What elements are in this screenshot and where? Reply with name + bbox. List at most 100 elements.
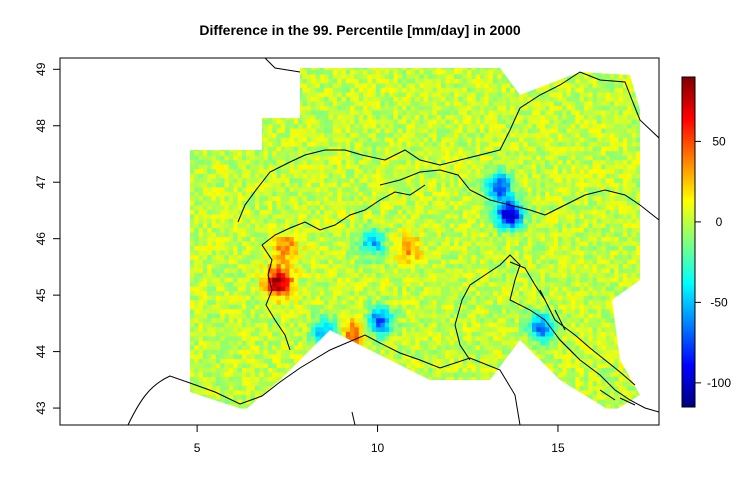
field-cell xyxy=(371,119,377,125)
field-cell xyxy=(272,353,278,359)
field-cell xyxy=(423,105,429,111)
field-cell xyxy=(393,128,399,134)
field-cell xyxy=(202,168,208,174)
field-cell xyxy=(376,82,381,88)
field-cell xyxy=(432,295,438,301)
field-cell xyxy=(250,69,256,75)
field-cell xyxy=(380,114,386,120)
field-cell xyxy=(319,191,325,197)
field-cell xyxy=(449,82,455,88)
field-cell xyxy=(211,281,217,287)
field-cell xyxy=(228,168,234,174)
field-cell xyxy=(198,353,204,359)
field-cell xyxy=(402,295,407,301)
field-cell xyxy=(376,222,381,228)
field-cell xyxy=(376,385,381,391)
field-cell xyxy=(306,385,312,391)
field-cell xyxy=(445,263,451,269)
field-cell xyxy=(410,322,416,328)
field-cell xyxy=(220,78,226,84)
field-cell xyxy=(319,100,325,106)
field-cell xyxy=(237,331,243,337)
field-cell xyxy=(389,322,394,328)
field-cell xyxy=(319,227,325,233)
field-cell xyxy=(462,259,468,265)
field-cell xyxy=(345,376,351,382)
field-cell xyxy=(350,82,355,88)
field-cell xyxy=(306,159,312,165)
field-cell xyxy=(436,222,442,228)
field-cell xyxy=(384,371,390,377)
field-cell xyxy=(445,245,451,251)
field-cell xyxy=(237,358,243,364)
field-cell xyxy=(207,96,213,102)
field-cell xyxy=(449,69,455,75)
field-cell xyxy=(215,245,221,251)
field-cell xyxy=(211,132,217,138)
field-cell xyxy=(237,304,243,310)
field-cell xyxy=(454,191,459,197)
field-cell xyxy=(324,137,329,143)
field-cell xyxy=(419,381,425,387)
field-cell xyxy=(324,381,329,387)
field-cell xyxy=(237,182,243,188)
field-cell xyxy=(190,137,195,143)
field-cell xyxy=(445,376,451,382)
field-cell xyxy=(280,186,286,192)
field-cell xyxy=(376,177,381,183)
field-cell xyxy=(423,399,429,405)
field-cell xyxy=(228,195,234,201)
field-cell xyxy=(436,376,442,382)
field-cell xyxy=(367,78,373,84)
field-cell xyxy=(406,204,412,210)
field-cell xyxy=(241,195,247,201)
field-cell xyxy=(220,114,226,120)
field-cell xyxy=(397,308,403,314)
field-cell xyxy=(376,87,381,93)
field-cell xyxy=(285,263,291,269)
field-cell xyxy=(445,259,451,265)
field-cell xyxy=(224,277,230,283)
field-cell xyxy=(341,227,347,233)
field-cell xyxy=(315,290,321,296)
field-cell xyxy=(380,186,386,192)
field-cell xyxy=(389,326,394,332)
field-cell xyxy=(436,263,442,269)
field-cell xyxy=(259,317,265,323)
field-cell xyxy=(415,150,420,156)
field-cell xyxy=(406,155,412,161)
field-cell xyxy=(263,362,269,368)
field-cell xyxy=(432,182,438,188)
field-cell xyxy=(410,290,416,296)
field-cell xyxy=(311,105,316,111)
field-cell xyxy=(358,204,364,210)
field-cell xyxy=(276,259,282,265)
field-cell xyxy=(241,277,247,283)
field-cell xyxy=(315,128,321,134)
field-cell xyxy=(328,159,334,165)
field-cell xyxy=(302,268,308,274)
field-cell xyxy=(328,259,334,265)
field-cell xyxy=(315,231,321,237)
field-cell xyxy=(263,195,269,201)
field-cell xyxy=(202,91,208,97)
field-cell xyxy=(289,403,295,409)
field-cell xyxy=(272,195,278,201)
field-cell xyxy=(250,286,256,292)
field-cell xyxy=(341,173,347,179)
field-cell xyxy=(432,159,438,165)
field-cell xyxy=(194,290,200,296)
field-cell xyxy=(315,96,321,102)
field-cell xyxy=(389,263,394,269)
field-cell xyxy=(202,295,208,301)
field-cell xyxy=(410,240,416,246)
field-cell xyxy=(432,344,438,350)
field-cell xyxy=(445,326,451,332)
field-cell xyxy=(380,322,386,328)
field-cell xyxy=(462,322,468,328)
field-cell xyxy=(376,371,381,377)
field-cell xyxy=(371,164,377,170)
field-cell xyxy=(285,349,291,355)
field-cell xyxy=(471,326,477,332)
field-cell xyxy=(224,114,230,120)
